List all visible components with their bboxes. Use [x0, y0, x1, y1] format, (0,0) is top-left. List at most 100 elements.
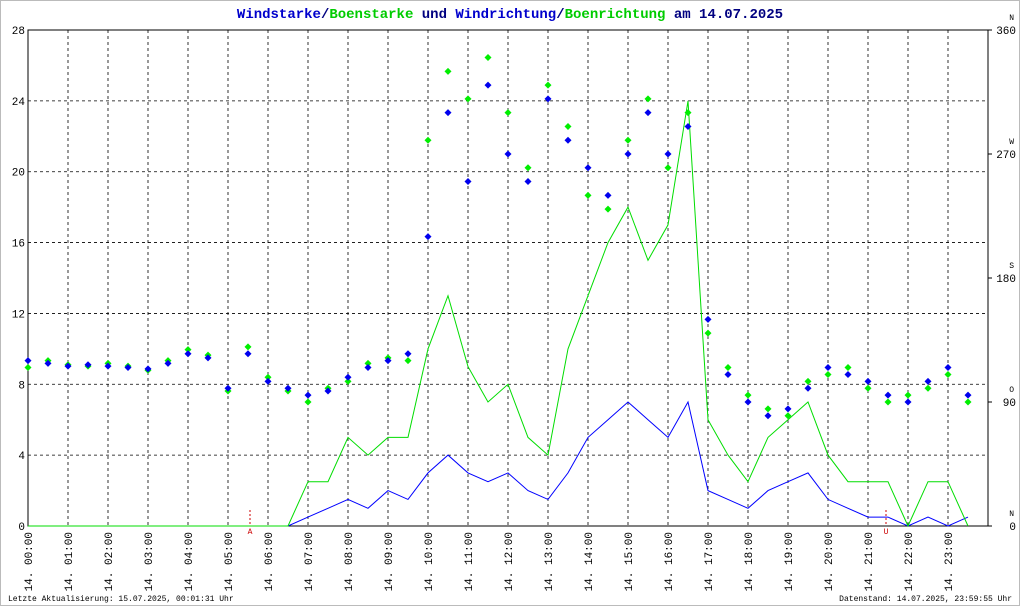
direction-point	[224, 384, 232, 392]
y2-tick-label: 270	[996, 150, 1016, 162]
direction-point	[244, 350, 252, 358]
direction-point	[504, 150, 512, 158]
direction-point	[424, 136, 432, 144]
x-tick-label: 14. 20:00	[824, 532, 836, 591]
direction-point	[24, 364, 32, 372]
direction-point	[184, 346, 192, 354]
x-tick-label: 14. 10:00	[424, 532, 436, 591]
x-tick-label: 14. 14:00	[584, 532, 596, 591]
title-part: am 14.07.2025	[665, 7, 783, 23]
direction-point	[604, 191, 612, 199]
y-tick-label: 4	[18, 451, 25, 463]
direction-point	[444, 109, 452, 117]
y2-compass-label: W	[1009, 138, 1014, 147]
x-tick-label: 14. 09:00	[384, 532, 396, 591]
y-tick-label: 0	[18, 522, 25, 534]
direction-point	[344, 377, 352, 385]
x-tick-label: 14. 00:00	[24, 532, 36, 591]
direction-point	[964, 398, 972, 406]
direction-point	[884, 398, 892, 406]
direction-point	[944, 370, 952, 378]
x-tick-label: 14. 15:00	[624, 532, 636, 591]
direction-point	[564, 122, 572, 130]
direction-point	[604, 205, 612, 213]
title-part: Windrichtung	[455, 7, 556, 23]
direction-point	[544, 95, 552, 103]
direction-point	[484, 54, 492, 62]
y2-compass-label: N	[1009, 510, 1014, 519]
direction-point	[644, 95, 652, 103]
y2-compass-label: O	[1009, 386, 1014, 395]
x-tick-label: 14. 04:00	[184, 532, 196, 591]
x-tick-label: 14. 16:00	[664, 532, 676, 591]
direction-point	[184, 350, 192, 358]
x-tick-label: 14. 08:00	[344, 532, 356, 591]
x-tick-label: 14. 22:00	[904, 532, 916, 591]
direction-point	[664, 150, 672, 158]
direction-point	[344, 373, 352, 381]
direction-point	[584, 164, 592, 172]
annotation-label: U	[884, 528, 889, 537]
direction-point	[264, 373, 272, 381]
direction-point	[704, 315, 712, 323]
direction-point	[904, 391, 912, 399]
direction-point	[244, 343, 252, 351]
direction-point	[284, 384, 292, 392]
direction-point	[964, 391, 972, 399]
y-tick-label: 16	[12, 239, 25, 251]
direction-point	[864, 377, 872, 385]
x-tick-label: 14. 19:00	[784, 532, 796, 591]
y2-tick-label: 180	[996, 274, 1016, 286]
direction-point	[324, 387, 332, 395]
direction-point	[644, 109, 652, 117]
x-tick-label: 14. 21:00	[864, 532, 876, 591]
direction-point	[404, 357, 412, 365]
x-tick-label: 14. 03:00	[144, 532, 156, 591]
direction-point	[844, 370, 852, 378]
direction-point	[304, 398, 312, 406]
title-part: Boenrichtung	[565, 7, 666, 23]
direction-point	[144, 365, 152, 373]
direction-point	[844, 364, 852, 372]
direction-point	[784, 412, 792, 420]
direction-point	[944, 364, 952, 372]
y2-compass-label: N	[1009, 14, 1014, 23]
direction-point	[364, 364, 372, 372]
direction-point	[744, 398, 752, 406]
direction-point	[424, 233, 432, 241]
direction-point	[524, 164, 532, 172]
y-tick-label: 24	[12, 97, 26, 109]
footer-right: Datenstand: 14.07.2025, 23:59:55 Uhr	[839, 595, 1012, 604]
speed-line	[28, 100, 969, 528]
y-tick-label: 8	[18, 380, 25, 392]
direction-point	[464, 95, 472, 103]
direction-point	[764, 405, 772, 413]
direction-point	[804, 384, 812, 392]
direction-point	[924, 384, 932, 392]
x-tick-label: 14. 02:00	[104, 532, 116, 591]
direction-point	[504, 109, 512, 117]
direction-point	[524, 178, 532, 186]
direction-point	[304, 391, 312, 399]
direction-point	[384, 357, 392, 365]
y-tick-label: 12	[12, 309, 25, 321]
x-tick-label: 14. 17:00	[704, 532, 716, 591]
title-part: Windstarke	[237, 7, 321, 23]
x-tick-label: 14. 12:00	[504, 532, 516, 591]
title-part: und	[413, 7, 455, 23]
direction-point	[164, 359, 172, 367]
y2-tick-label: 0	[1009, 522, 1016, 534]
direction-point	[204, 354, 212, 362]
direction-point	[584, 191, 592, 199]
x-tick-label: 14. 13:00	[544, 532, 556, 591]
direction-point	[824, 364, 832, 372]
direction-point	[444, 67, 452, 75]
direction-point	[264, 377, 272, 385]
direction-point	[564, 136, 572, 144]
direction-point	[624, 150, 632, 158]
direction-point	[824, 370, 832, 378]
direction-point	[124, 364, 132, 372]
x-tick-label: 14. 11:00	[464, 532, 476, 591]
direction-point	[724, 364, 732, 372]
title-part: /	[556, 7, 564, 23]
